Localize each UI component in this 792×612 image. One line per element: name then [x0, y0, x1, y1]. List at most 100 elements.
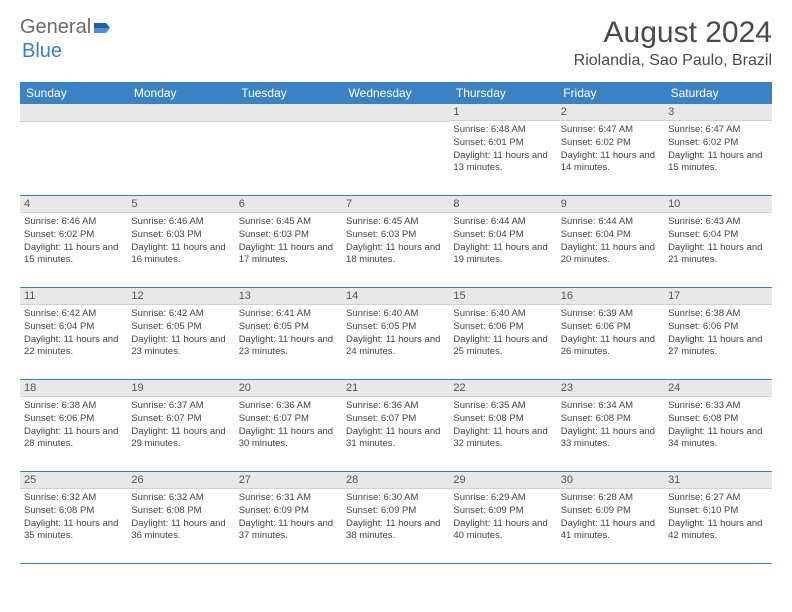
day-content: Sunrise: 6:31 AMSunset: 6:09 PMDaylight:… — [235, 489, 342, 545]
logo-text-blue: Blue — [22, 40, 62, 62]
weekday-header: Thursday — [449, 82, 556, 104]
empty-daynum — [342, 104, 449, 122]
calendar-table: SundayMondayTuesdayWednesdayThursdayFrid… — [20, 82, 772, 564]
day-content: Sunrise: 6:34 AMSunset: 6:08 PMDaylight:… — [557, 397, 664, 453]
day-content: Sunrise: 6:35 AMSunset: 6:08 PMDaylight:… — [449, 397, 556, 453]
calendar-body: 1Sunrise: 6:48 AMSunset: 6:01 PMDaylight… — [20, 104, 772, 564]
calendar-day-cell: 4Sunrise: 6:46 AMSunset: 6:02 PMDaylight… — [20, 196, 127, 288]
day-content: Sunrise: 6:46 AMSunset: 6:03 PMDaylight:… — [127, 213, 234, 269]
day-content: Sunrise: 6:36 AMSunset: 6:07 PMDaylight:… — [342, 397, 449, 453]
logo: General — [20, 16, 114, 39]
location-text: Riolandia, Sao Paulo, Brazil — [574, 52, 772, 70]
day-number: 31 — [664, 472, 771, 489]
calendar-head: SundayMondayTuesdayWednesdayThursdayFrid… — [20, 82, 772, 104]
day-content: Sunrise: 6:37 AMSunset: 6:07 PMDaylight:… — [127, 397, 234, 453]
weekday-header: Saturday — [664, 82, 771, 104]
calendar-day-cell — [235, 104, 342, 196]
day-content: Sunrise: 6:46 AMSunset: 6:02 PMDaylight:… — [20, 213, 127, 269]
calendar-week-row: 18Sunrise: 6:38 AMSunset: 6:06 PMDayligh… — [20, 380, 772, 472]
calendar-day-cell: 6Sunrise: 6:45 AMSunset: 6:03 PMDaylight… — [235, 196, 342, 288]
calendar-day-cell: 25Sunrise: 6:32 AMSunset: 6:08 PMDayligh… — [20, 472, 127, 564]
empty-daynum — [20, 104, 127, 122]
calendar-day-cell — [342, 104, 449, 196]
calendar-day-cell: 7Sunrise: 6:45 AMSunset: 6:03 PMDaylight… — [342, 196, 449, 288]
calendar-day-cell: 28Sunrise: 6:30 AMSunset: 6:09 PMDayligh… — [342, 472, 449, 564]
calendar-week-row: 11Sunrise: 6:42 AMSunset: 6:04 PMDayligh… — [20, 288, 772, 380]
calendar-day-cell: 22Sunrise: 6:35 AMSunset: 6:08 PMDayligh… — [449, 380, 556, 472]
calendar-day-cell: 15Sunrise: 6:40 AMSunset: 6:06 PMDayligh… — [449, 288, 556, 380]
day-number: 13 — [235, 288, 342, 305]
day-content: Sunrise: 6:33 AMSunset: 6:08 PMDaylight:… — [664, 397, 771, 453]
day-number: 26 — [127, 472, 234, 489]
calendar-day-cell: 18Sunrise: 6:38 AMSunset: 6:06 PMDayligh… — [20, 380, 127, 472]
day-number: 16 — [557, 288, 664, 305]
calendar-day-cell: 19Sunrise: 6:37 AMSunset: 6:07 PMDayligh… — [127, 380, 234, 472]
day-content: Sunrise: 6:38 AMSunset: 6:06 PMDaylight:… — [20, 397, 127, 453]
calendar-page: General August 2024 Riolandia, Sao Paulo… — [0, 0, 792, 612]
calendar-day-cell: 10Sunrise: 6:43 AMSunset: 6:04 PMDayligh… — [664, 196, 771, 288]
calendar-day-cell: 3Sunrise: 6:47 AMSunset: 6:02 PMDaylight… — [664, 104, 771, 196]
page-header: General August 2024 Riolandia, Sao Paulo… — [20, 16, 772, 70]
day-content: Sunrise: 6:45 AMSunset: 6:03 PMDaylight:… — [235, 213, 342, 269]
day-number: 19 — [127, 380, 234, 397]
day-content: Sunrise: 6:47 AMSunset: 6:02 PMDaylight:… — [557, 121, 664, 177]
weekday-header: Wednesday — [342, 82, 449, 104]
logo-blue-text-wrap: Blue — [22, 40, 62, 63]
day-content: Sunrise: 6:40 AMSunset: 6:06 PMDaylight:… — [449, 305, 556, 361]
calendar-day-cell: 29Sunrise: 6:29 AMSunset: 6:09 PMDayligh… — [449, 472, 556, 564]
day-number: 24 — [664, 380, 771, 397]
calendar-day-cell: 21Sunrise: 6:36 AMSunset: 6:07 PMDayligh… — [342, 380, 449, 472]
calendar-day-cell: 14Sunrise: 6:40 AMSunset: 6:05 PMDayligh… — [342, 288, 449, 380]
day-number: 10 — [664, 196, 771, 213]
day-content: Sunrise: 6:42 AMSunset: 6:04 PMDaylight:… — [20, 305, 127, 361]
day-number: 25 — [20, 472, 127, 489]
calendar-day-cell: 27Sunrise: 6:31 AMSunset: 6:09 PMDayligh… — [235, 472, 342, 564]
logo-text-general: General — [20, 16, 91, 39]
day-number: 28 — [342, 472, 449, 489]
weekday-header: Friday — [557, 82, 664, 104]
calendar-day-cell: 11Sunrise: 6:42 AMSunset: 6:04 PMDayligh… — [20, 288, 127, 380]
day-number: 6 — [235, 196, 342, 213]
calendar-day-cell: 2Sunrise: 6:47 AMSunset: 6:02 PMDaylight… — [557, 104, 664, 196]
day-number: 23 — [557, 380, 664, 397]
day-number: 8 — [449, 196, 556, 213]
calendar-day-cell: 1Sunrise: 6:48 AMSunset: 6:01 PMDaylight… — [449, 104, 556, 196]
calendar-day-cell: 26Sunrise: 6:32 AMSunset: 6:08 PMDayligh… — [127, 472, 234, 564]
day-content: Sunrise: 6:44 AMSunset: 6:04 PMDaylight:… — [449, 213, 556, 269]
month-title: August 2024 — [574, 16, 772, 50]
day-content: Sunrise: 6:47 AMSunset: 6:02 PMDaylight:… — [664, 121, 771, 177]
day-number: 2 — [557, 104, 664, 121]
day-number: 21 — [342, 380, 449, 397]
day-number: 29 — [449, 472, 556, 489]
day-content: Sunrise: 6:48 AMSunset: 6:01 PMDaylight:… — [449, 121, 556, 177]
day-number: 4 — [20, 196, 127, 213]
day-content: Sunrise: 6:32 AMSunset: 6:08 PMDaylight:… — [127, 489, 234, 545]
day-number: 14 — [342, 288, 449, 305]
day-content: Sunrise: 6:30 AMSunset: 6:09 PMDaylight:… — [342, 489, 449, 545]
calendar-day-cell — [127, 104, 234, 196]
day-number: 20 — [235, 380, 342, 397]
day-number: 17 — [664, 288, 771, 305]
day-number: 22 — [449, 380, 556, 397]
day-content: Sunrise: 6:44 AMSunset: 6:04 PMDaylight:… — [557, 213, 664, 269]
day-number: 3 — [664, 104, 771, 121]
calendar-week-row: 1Sunrise: 6:48 AMSunset: 6:01 PMDaylight… — [20, 104, 772, 196]
day-number: 11 — [20, 288, 127, 305]
day-number: 15 — [449, 288, 556, 305]
empty-daynum — [127, 104, 234, 122]
weekday-header: Sunday — [20, 82, 127, 104]
calendar-week-row: 4Sunrise: 6:46 AMSunset: 6:02 PMDaylight… — [20, 196, 772, 288]
calendar-day-cell: 31Sunrise: 6:27 AMSunset: 6:10 PMDayligh… — [664, 472, 771, 564]
calendar-day-cell: 9Sunrise: 6:44 AMSunset: 6:04 PMDaylight… — [557, 196, 664, 288]
day-content: Sunrise: 6:40 AMSunset: 6:05 PMDaylight:… — [342, 305, 449, 361]
day-number: 1 — [449, 104, 556, 121]
calendar-day-cell: 5Sunrise: 6:46 AMSunset: 6:03 PMDaylight… — [127, 196, 234, 288]
weekday-row: SundayMondayTuesdayWednesdayThursdayFrid… — [20, 82, 772, 104]
day-content: Sunrise: 6:27 AMSunset: 6:10 PMDaylight:… — [664, 489, 771, 545]
empty-daynum — [235, 104, 342, 122]
day-content: Sunrise: 6:29 AMSunset: 6:09 PMDaylight:… — [449, 489, 556, 545]
day-content: Sunrise: 6:38 AMSunset: 6:06 PMDaylight:… — [664, 305, 771, 361]
day-content: Sunrise: 6:45 AMSunset: 6:03 PMDaylight:… — [342, 213, 449, 269]
day-number: 27 — [235, 472, 342, 489]
weekday-header: Tuesday — [235, 82, 342, 104]
